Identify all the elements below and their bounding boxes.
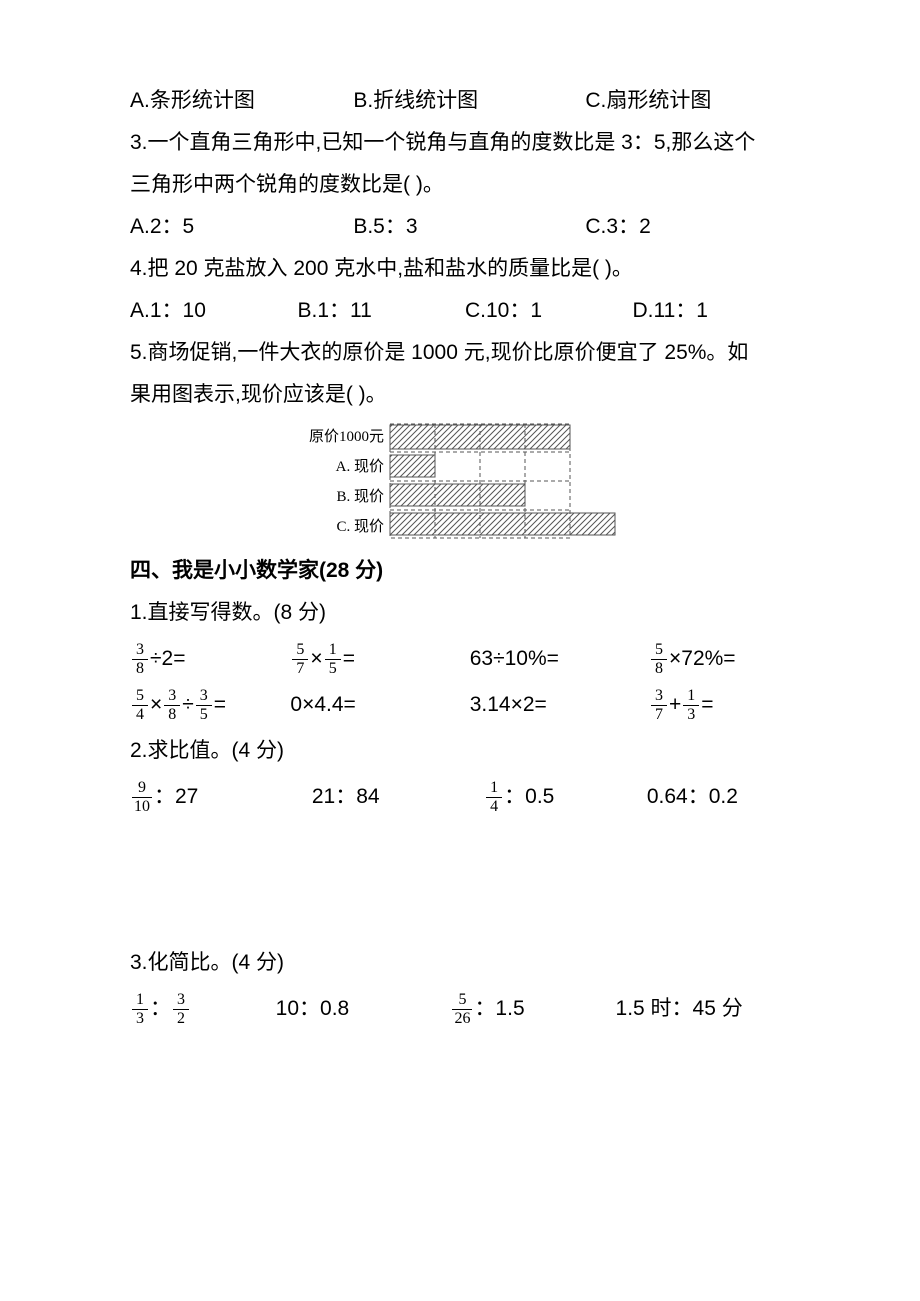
p3-c1: 13 ： 32 <box>130 988 276 1030</box>
p1-r1c1: 38 ÷2= <box>130 638 290 680</box>
figure-label-a: A. 现价 <box>289 452 384 482</box>
spacer <box>130 882 800 942</box>
q5-stem-line1: 5.商场促销,一件大衣的原价是 1000 元,现价比原价便宜了 25%。如 <box>130 332 800 374</box>
q5-stem-line2: 果用图表示,现价应该是( )。 <box>130 374 800 416</box>
q4-option-a: A.1：10 <box>130 290 258 332</box>
q3-option-a: A.2：5 <box>130 206 313 248</box>
q3-stem-line2: 三角形中两个锐角的度数比是( )。 <box>130 164 800 206</box>
q4-option-b: B.1：11 <box>298 290 426 332</box>
p2-row: 910 ：27 21：84 14 ：0.5 0.64：0.2 <box>130 776 800 818</box>
q4-options: A.1：10 B.1：11 C.10：1 D.11：1 <box>130 290 800 332</box>
p2-heading: 2.求比值。(4 分) <box>130 730 800 772</box>
p1-r2c3: 3.14×2= <box>470 684 649 726</box>
p1-r1c3: 63÷10%= <box>470 638 649 680</box>
q3-option-b: B.5：3 <box>353 206 545 248</box>
q2-option-a: A.条形统计图 <box>130 80 313 122</box>
q3-stem-line1: 3.一个直角三角形中,已知一个锐角与直角的度数比是 3：5,那么这个 <box>130 122 800 164</box>
q2-options: A.条形统计图 B.折线统计图 C.扇形统计图 <box>130 80 800 122</box>
p3-row: 13 ： 32 10：0.8 526 ：1.5 1.5 时：45 分 <box>130 988 800 1030</box>
p2-c2: 21：84 <box>312 776 484 818</box>
q4-stem: 4.把 20 克盐放入 200 克水中,盐和盐水的质量比是( )。 <box>130 248 800 290</box>
q2-option-c: C.扇形统计图 <box>585 80 760 122</box>
p2-c3: 14 ：0.5 <box>484 776 647 818</box>
p1-r2c2: 0×4.4= <box>290 684 469 726</box>
p1-row1: 38 ÷2= 57 × 15 = 63÷10%= 58 ×72%= <box>130 638 800 680</box>
section4-heading: 四、我是小小数学家(28 分) <box>130 550 800 592</box>
p3-c2: 10：0.8 <box>276 988 451 1030</box>
p3-c3: 526 ：1.5 <box>450 988 615 1030</box>
p2-c4: 0.64：0.2 <box>647 776 800 818</box>
figure-label-original: 原价1000元 <box>289 422 384 452</box>
p1-r2c1: 54 × 38 ÷ 35 = <box>130 684 290 726</box>
q5-bar-figure: 原价1000元 A. 现价 B. 现价 C. 现价 <box>305 422 625 542</box>
p1-heading: 1.直接写得数。(8 分) <box>130 592 800 634</box>
p2-c1: 910 ：27 <box>130 776 312 818</box>
p3-heading: 3.化简比。(4 分) <box>130 942 800 984</box>
q2-option-b: B.折线统计图 <box>353 80 545 122</box>
p1-r1c2: 57 × 15 = <box>290 638 469 680</box>
spacer <box>130 822 800 882</box>
q3-option-c: C.3：2 <box>585 206 760 248</box>
p1-r2c4: 37 + 13 = <box>649 684 800 726</box>
q4-option-c: C.10：1 <box>465 290 593 332</box>
q4-option-d: D.11：1 <box>633 290 761 332</box>
figure-label-c: C. 现价 <box>289 512 384 542</box>
p3-c4: 1.5 时：45 分 <box>616 988 801 1030</box>
p1-r1c4: 58 ×72%= <box>649 638 800 680</box>
q3-options: A.2：5 B.5：3 C.3：2 <box>130 206 800 248</box>
figure-label-b: B. 现价 <box>289 482 384 512</box>
p1-row2: 54 × 38 ÷ 35 = 0×4.4= 3.14×2= 37 + 13 = <box>130 684 800 726</box>
math-worksheet-page: A.条形统计图 B.折线统计图 C.扇形统计图 3.一个直角三角形中,已知一个锐… <box>0 0 920 1301</box>
